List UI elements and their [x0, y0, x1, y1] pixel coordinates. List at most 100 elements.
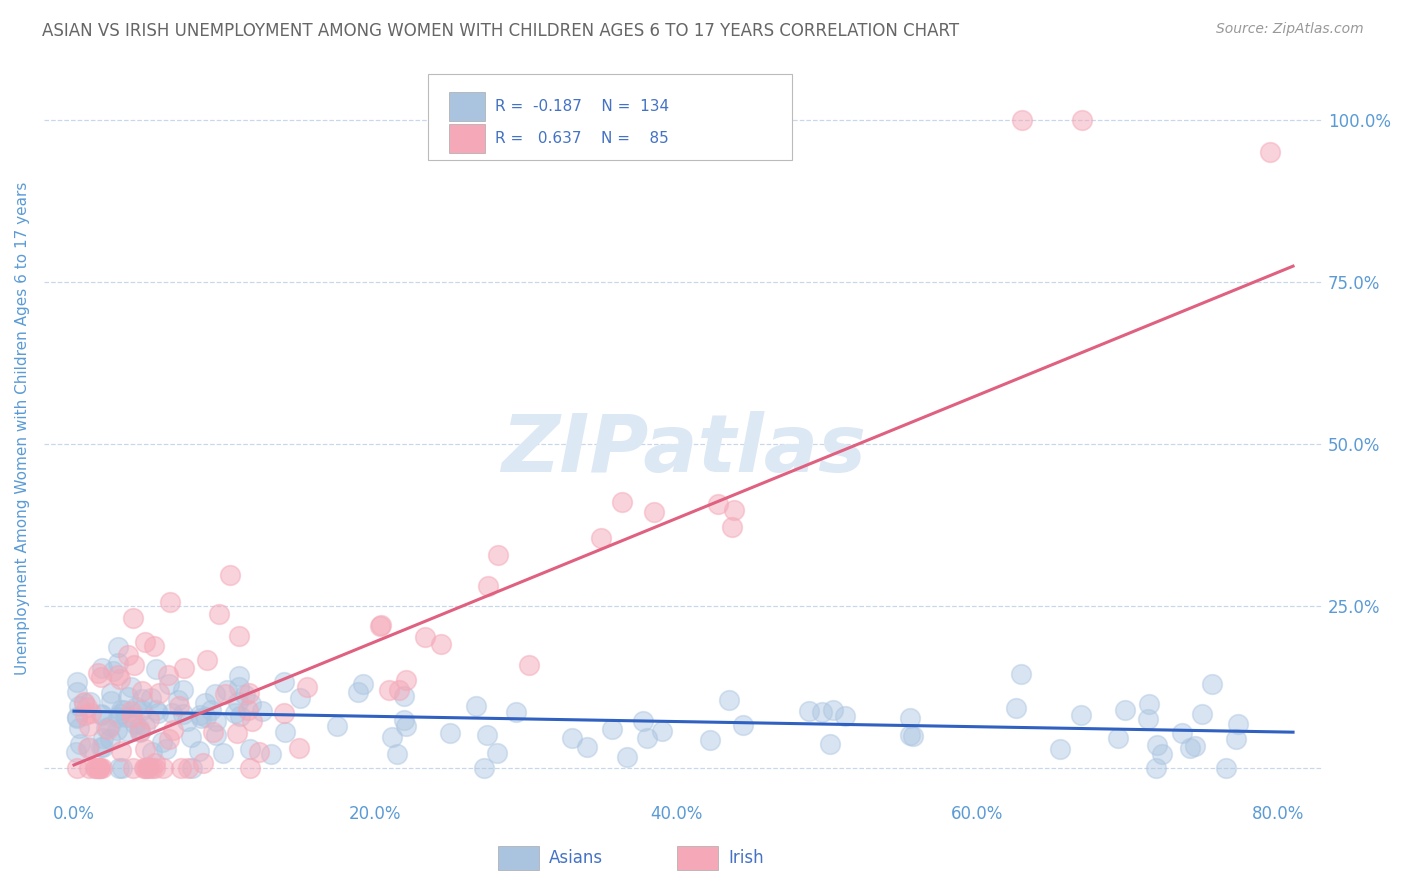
- Point: [616, 749, 638, 764]
- Point: [90, 708, 112, 723]
- Text: ASIAN VS IRISH UNEMPLOYMENT AMONG WOMEN WITH CHILDREN AGES 6 TO 17 YEARS CORRELA: ASIAN VS IRISH UNEMPLOYMENT AMONG WOMEN …: [42, 22, 959, 40]
- Point: [238, 686, 260, 700]
- Point: [112, 703, 135, 717]
- Point: [66, 675, 89, 690]
- Point: [1215, 761, 1237, 775]
- Point: [134, 742, 156, 756]
- Point: [225, 726, 247, 740]
- Y-axis label: Unemployment Among Women with Children Ages 6 to 17 years: Unemployment Among Women with Children A…: [15, 181, 30, 674]
- Point: [145, 662, 167, 676]
- Point: [205, 714, 228, 728]
- Point: [152, 761, 174, 775]
- Text: R =   0.637    N =    85: R = 0.637 N = 85: [495, 131, 669, 146]
- Point: [392, 689, 415, 703]
- Point: [107, 710, 129, 724]
- Point: [377, 682, 399, 697]
- Point: [1144, 761, 1167, 775]
- Point: [98, 732, 121, 747]
- Point: [91, 731, 114, 745]
- Point: [898, 711, 921, 725]
- Point: [181, 761, 204, 775]
- Point: [228, 681, 250, 695]
- Point: [215, 682, 238, 697]
- Point: [148, 686, 170, 700]
- Point: [142, 639, 165, 653]
- Point: [87, 761, 110, 775]
- Point: [91, 761, 114, 775]
- Point: [138, 761, 160, 775]
- Point: [167, 692, 190, 706]
- Point: [1201, 677, 1223, 691]
- Point: [122, 658, 145, 673]
- Point: [1191, 706, 1213, 721]
- Point: [226, 695, 249, 709]
- Point: [1225, 731, 1247, 746]
- Point: [202, 724, 225, 739]
- Point: [73, 697, 96, 711]
- Point: [66, 685, 89, 699]
- Point: [1107, 731, 1129, 746]
- Point: [239, 697, 262, 711]
- Point: [247, 745, 270, 759]
- Point: [90, 707, 112, 722]
- Point: [486, 548, 509, 562]
- Point: [157, 677, 180, 691]
- Point: [591, 531, 613, 545]
- Point: [465, 699, 488, 714]
- Point: [259, 747, 281, 762]
- Point: [430, 637, 453, 651]
- Point: [143, 761, 166, 775]
- Point: [188, 708, 211, 723]
- Point: [143, 756, 166, 770]
- Point: [170, 761, 193, 775]
- Point: [138, 712, 160, 726]
- Point: [273, 706, 295, 721]
- Point: [228, 669, 250, 683]
- Point: [124, 717, 146, 731]
- Point: [194, 709, 217, 723]
- Point: [134, 635, 156, 649]
- Point: [135, 761, 157, 775]
- Point: [67, 698, 90, 713]
- Point: [219, 567, 242, 582]
- Point: [381, 730, 404, 744]
- Point: [107, 668, 129, 682]
- Point: [79, 695, 101, 709]
- Point: [212, 747, 235, 761]
- Point: [1137, 712, 1160, 726]
- Point: [129, 724, 152, 739]
- Point: [413, 630, 436, 644]
- Point: [89, 761, 111, 775]
- Point: [903, 729, 925, 743]
- Point: [117, 648, 139, 663]
- Point: [65, 745, 87, 759]
- Point: [90, 661, 112, 675]
- Point: [820, 737, 842, 751]
- Point: [1010, 666, 1032, 681]
- Point: [141, 745, 163, 759]
- Point: [297, 680, 319, 694]
- Point: [250, 704, 273, 718]
- Point: [129, 724, 152, 739]
- Point: [834, 709, 856, 723]
- Point: [139, 691, 162, 706]
- Point: [395, 673, 418, 688]
- Point: [195, 653, 218, 667]
- Point: [731, 718, 754, 732]
- Point: [115, 724, 138, 739]
- Point: [228, 629, 250, 643]
- Point: [110, 703, 132, 717]
- Text: Source: ZipAtlas.com: Source: ZipAtlas.com: [1216, 22, 1364, 37]
- Point: [107, 656, 129, 670]
- Point: [77, 739, 100, 754]
- Point: [134, 719, 156, 733]
- Point: [288, 691, 311, 706]
- Point: [157, 668, 180, 682]
- Text: Asians: Asians: [550, 849, 603, 867]
- Point: [101, 664, 124, 678]
- FancyBboxPatch shape: [678, 847, 718, 870]
- Point: [1171, 726, 1194, 740]
- Point: [643, 505, 665, 519]
- Point: [150, 735, 173, 749]
- Point: [631, 714, 654, 729]
